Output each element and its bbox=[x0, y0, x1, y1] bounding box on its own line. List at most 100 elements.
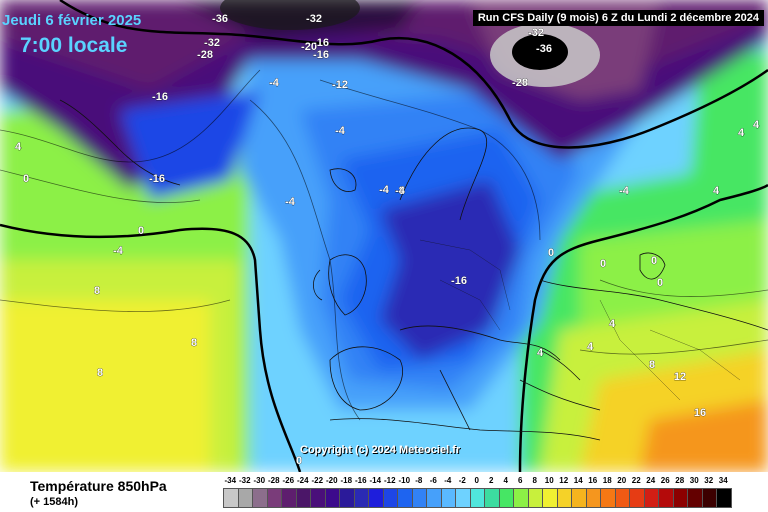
contour-label: -4 bbox=[285, 196, 296, 208]
borders bbox=[419, 239, 741, 401]
cold-core-inner bbox=[512, 34, 568, 70]
legend-label: -18 bbox=[340, 476, 353, 485]
footer-bar: Température 850hPa (+ 1584h) -34 -32 -30 -2… bbox=[0, 472, 768, 512]
legend-swatch bbox=[614, 488, 630, 508]
legend-label: -22 bbox=[311, 476, 324, 485]
contour-label: 8 bbox=[191, 337, 197, 349]
legend-label: 16 bbox=[588, 476, 598, 485]
contour-label: -12 bbox=[332, 79, 348, 91]
legend-label: -12 bbox=[383, 476, 396, 485]
contour-label: -16 bbox=[313, 37, 329, 49]
legend-label: 6 bbox=[518, 476, 523, 485]
legend-label: 18 bbox=[602, 476, 612, 485]
legend-swatch bbox=[455, 488, 471, 508]
contour-label: -4 bbox=[619, 185, 630, 197]
legend-swatch bbox=[643, 488, 659, 508]
legend-swatch bbox=[382, 488, 398, 508]
contour-label: 4 bbox=[537, 347, 544, 359]
legend-swatch bbox=[411, 488, 427, 508]
legend-label: 34 bbox=[718, 476, 728, 485]
legend-swatch bbox=[324, 488, 340, 508]
contour-label: -4 bbox=[395, 185, 406, 197]
contour-label: -4 bbox=[269, 77, 280, 89]
contour-label: 0 bbox=[657, 277, 663, 289]
forecast-date: Jeudi 6 février 2025 bbox=[2, 12, 142, 29]
contour-label: -36 bbox=[212, 13, 228, 25]
legend-label: 26 bbox=[660, 476, 670, 485]
temperature-field bbox=[0, 0, 768, 472]
legend-label: -24 bbox=[296, 476, 309, 485]
legend-swatch bbox=[310, 488, 326, 508]
forecast-time: 7:00 locale bbox=[20, 34, 128, 57]
contour-label: -32 bbox=[204, 37, 220, 49]
contour-labels: -36 -32-32-28-20-16-16-12-4-4-16-16400-4-… bbox=[15, 13, 761, 468]
legend-label: 30 bbox=[689, 476, 699, 485]
legend-swatch bbox=[701, 488, 717, 508]
legend-label: 32 bbox=[704, 476, 714, 485]
legend-swatch bbox=[571, 488, 587, 508]
legend-swatch bbox=[527, 488, 543, 508]
thick-isotherms bbox=[0, 0, 768, 472]
cold-core-north bbox=[220, 0, 360, 30]
legend-swatch bbox=[600, 488, 616, 508]
legend-label: 4 bbox=[503, 476, 508, 485]
legend-swatch bbox=[281, 488, 297, 508]
contour-label: 0 bbox=[138, 225, 144, 237]
legend-label: -10 bbox=[398, 476, 411, 485]
legend-swatch bbox=[397, 488, 413, 508]
legend-swatch bbox=[368, 488, 384, 508]
legend-label: -30 bbox=[253, 476, 266, 485]
legend-swatch bbox=[498, 488, 514, 508]
contour-label: -28 bbox=[197, 49, 213, 61]
legend-label: 2 bbox=[489, 476, 494, 485]
legend-label: 20 bbox=[617, 476, 627, 485]
contour-label: 0 bbox=[600, 258, 606, 270]
contour-label: -4 bbox=[335, 125, 346, 137]
legend-label: -4 bbox=[444, 476, 452, 485]
legend-label: -16 bbox=[354, 476, 367, 485]
contour-label: 12 bbox=[674, 371, 686, 383]
temperature-850hpa-map: -36 -32-32-28-20-16-16-12-4-4-16-16400-4-… bbox=[0, 0, 768, 472]
legend-label: -8 bbox=[415, 476, 423, 485]
legend-swatch bbox=[252, 488, 268, 508]
contour-label: 16 bbox=[694, 407, 706, 419]
coastlines bbox=[59, 99, 768, 441]
legend-label: -28 bbox=[267, 476, 280, 485]
contour-label: -28 bbox=[512, 77, 528, 89]
contour-label: 0 bbox=[548, 247, 554, 259]
legend-label: -26 bbox=[282, 476, 295, 485]
legend-swatch bbox=[266, 488, 282, 508]
contour-label: -16 bbox=[152, 91, 168, 103]
contour-label: -36 bbox=[536, 43, 552, 55]
legend-label: -34 bbox=[224, 476, 237, 485]
contour-label: -8 bbox=[395, 185, 405, 197]
contour-label: -32 bbox=[306, 13, 322, 25]
legend-swatch bbox=[629, 488, 645, 508]
legend-swatch bbox=[353, 488, 369, 508]
contour-label: 0 bbox=[651, 255, 657, 267]
legend-swatch bbox=[658, 488, 674, 508]
contour-label: -20 bbox=[301, 41, 317, 53]
legend-swatch bbox=[585, 488, 601, 508]
contour-label: 4 bbox=[713, 185, 720, 197]
legend-label: 28 bbox=[675, 476, 685, 485]
parameter-title: Température 850hPa bbox=[30, 478, 167, 494]
legend-swatch bbox=[542, 488, 558, 508]
contour-label: -4 bbox=[379, 184, 390, 196]
contour-label: 8 bbox=[94, 285, 100, 297]
copyright: Copyright (c) 2024 Meteociel.fr bbox=[300, 444, 461, 456]
contour-label: -32 bbox=[528, 27, 544, 39]
contour-label: -4 bbox=[113, 245, 124, 257]
legend-swatch bbox=[716, 488, 732, 508]
legend-swatch bbox=[295, 488, 311, 508]
legend-label: 0 bbox=[474, 476, 479, 485]
contour-label: 4 bbox=[587, 341, 594, 353]
contour-label: 4 bbox=[609, 318, 616, 330]
contour-label: 0 bbox=[296, 455, 302, 467]
legend-swatch bbox=[237, 488, 253, 508]
contour-label: -16 bbox=[451, 275, 467, 287]
forecast-hours: (+ 1584h) bbox=[30, 496, 78, 508]
legend-label: -20 bbox=[325, 476, 338, 485]
legend-swatch bbox=[469, 488, 485, 508]
